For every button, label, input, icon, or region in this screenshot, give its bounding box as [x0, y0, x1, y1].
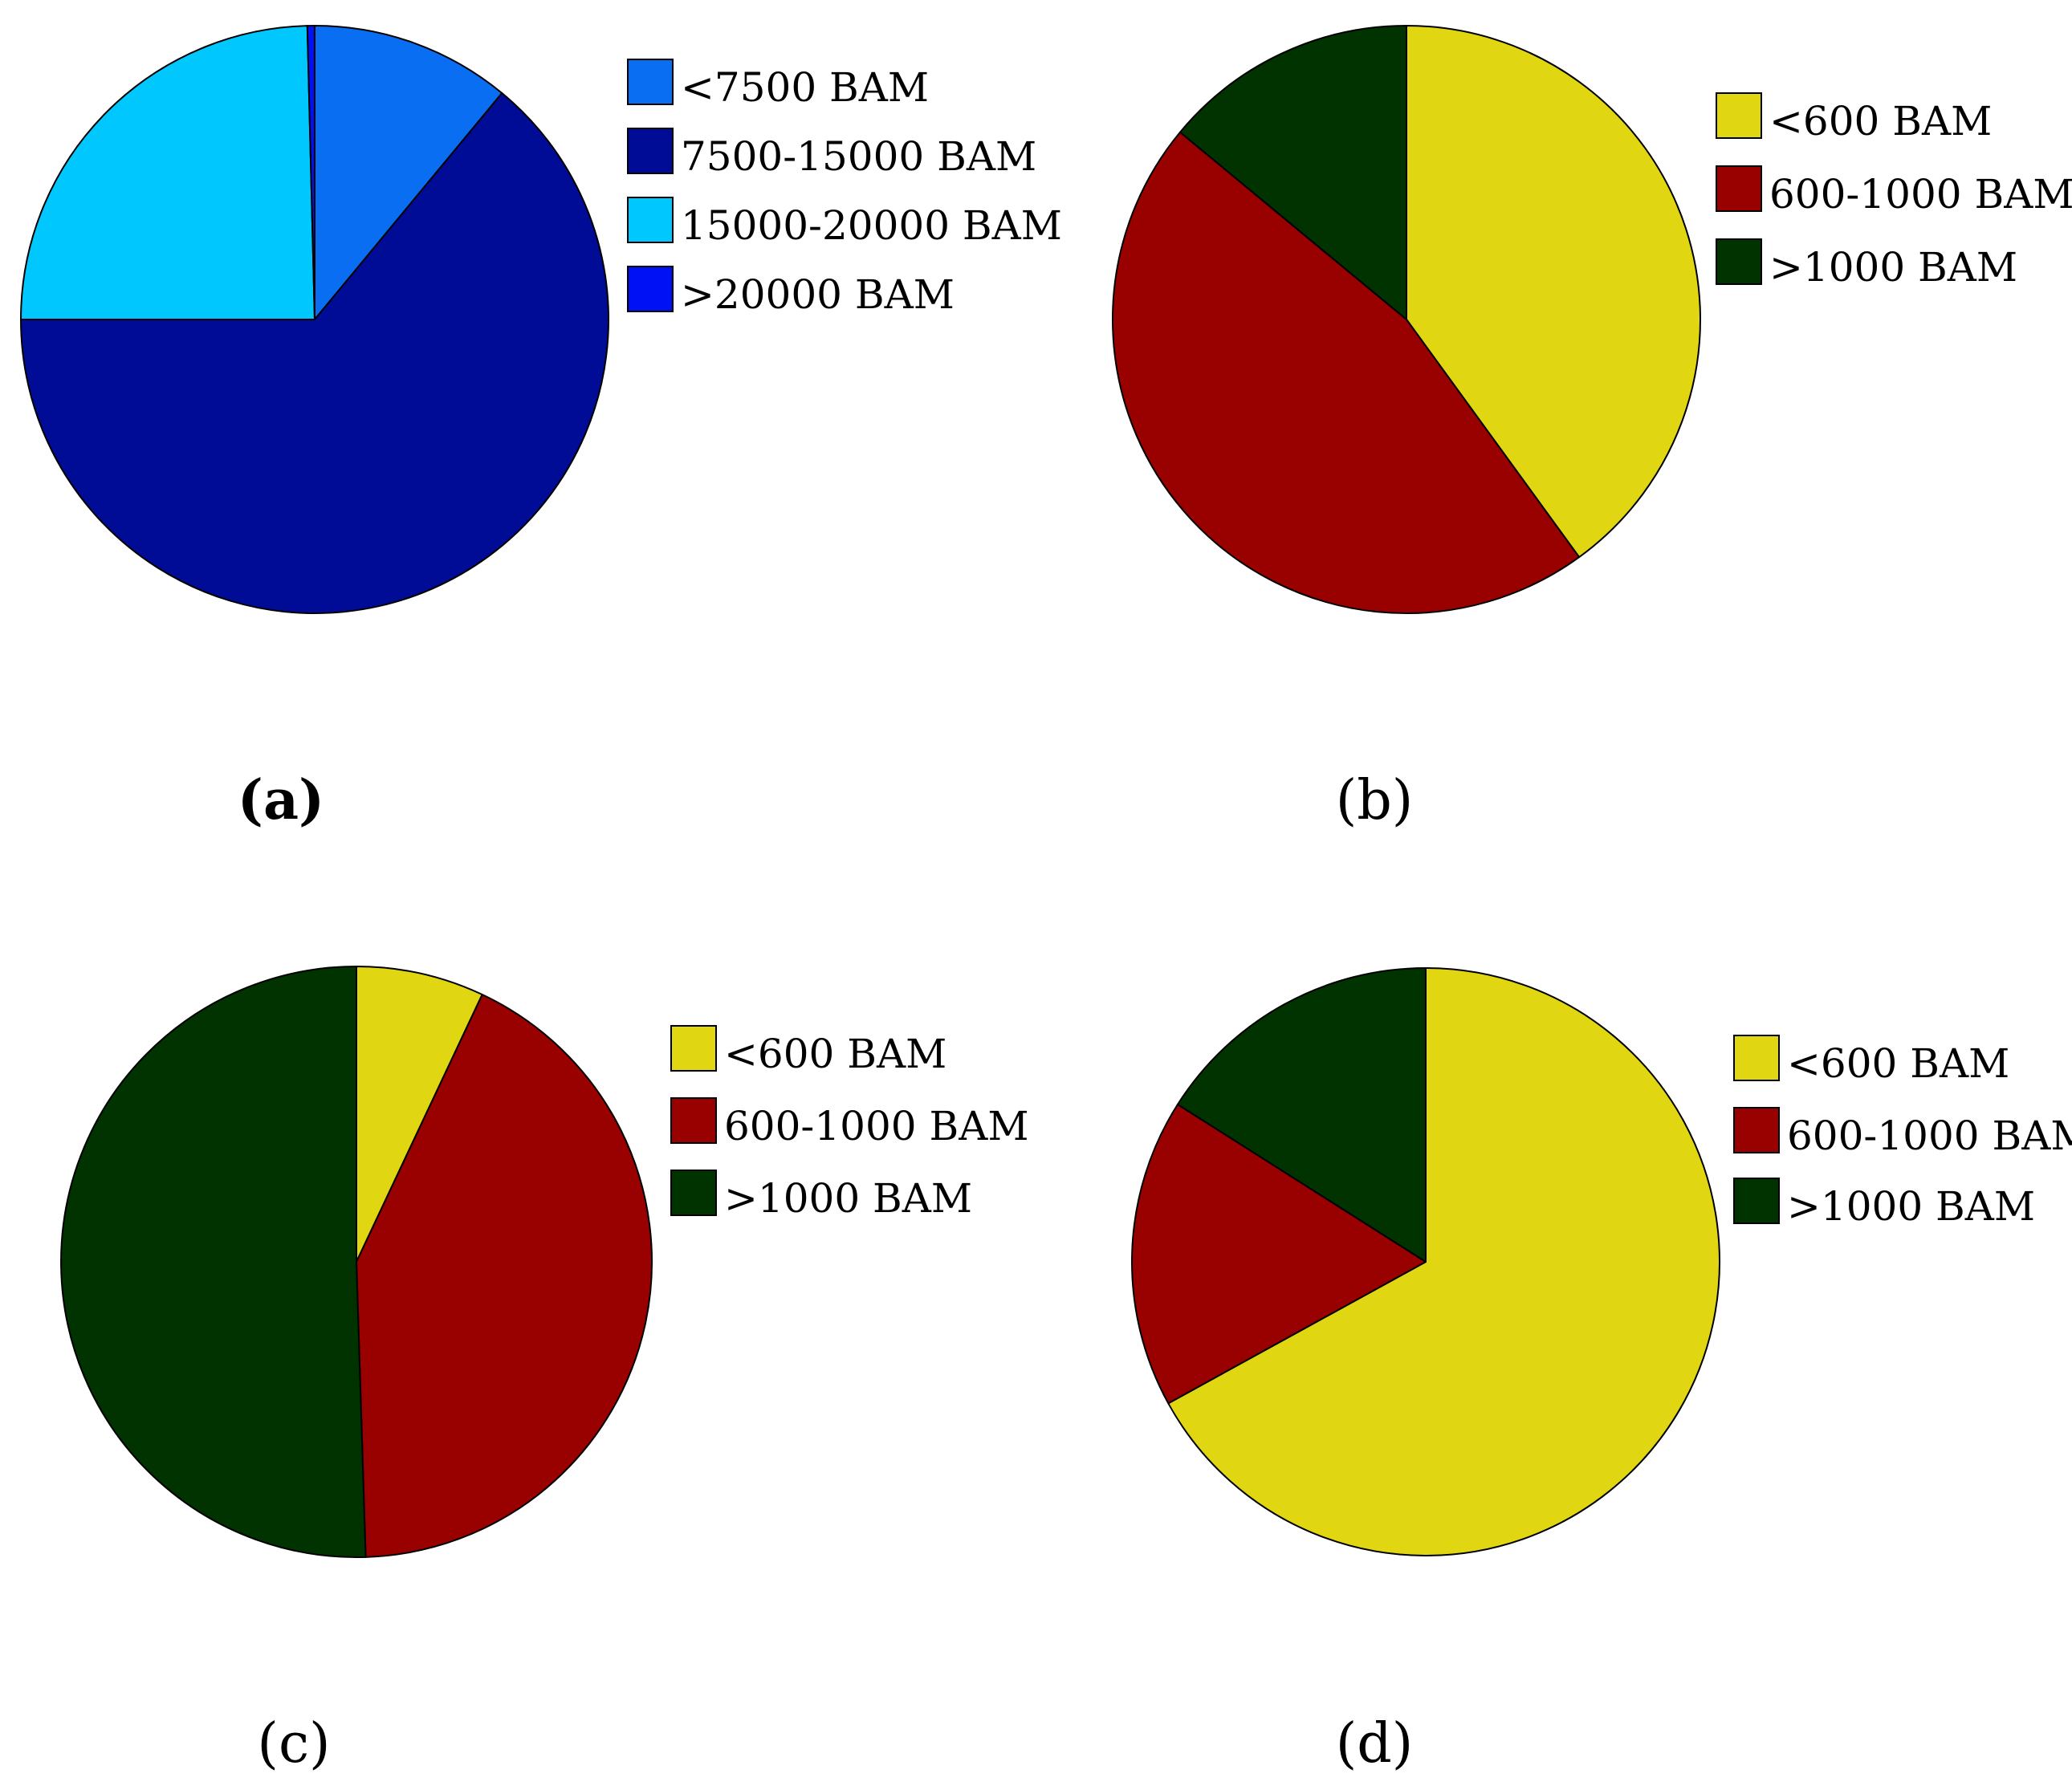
legend-label-a-2: 15000-20000 BAM	[681, 202, 1062, 249]
legend-label-c-0: <600 BAM	[724, 1031, 946, 1077]
legend-label-b-0: <600 BAM	[1769, 98, 1992, 144]
panel-label-c: (c)	[257, 1712, 330, 1776]
legend-swatch-b-1	[1716, 165, 1762, 212]
legend-label-b-2: >1000 BAM	[1769, 244, 2017, 291]
legend-swatch-b-2	[1716, 238, 1762, 285]
legend-d: <600 BAM 600-1000 BAM >1000 BAM	[1733, 1035, 2072, 1230]
pie-chart-a: <7500 BAM 7500-15000 BAM 15000-20000 BAM…	[20, 25, 1062, 832]
pie-slice-d-1	[1131, 1103, 1427, 1405]
pie-slice-b-2	[1178, 25, 1407, 320]
legend-swatch-d-0	[1733, 1035, 1780, 1081]
pie-slice-a-2	[20, 25, 315, 320]
legend-label-d-1: 600-1000 BAM	[1787, 1113, 2072, 1159]
pie-slice-c-2	[60, 966, 367, 1558]
legend-label-c-1: 600-1000 BAM	[724, 1103, 1029, 1149]
legend-swatch-c-1	[670, 1097, 717, 1144]
pie-chart-b: <600 BAM 600-1000 BAM >1000 BAM (b)	[1111, 25, 2072, 832]
pie-slices-c	[60, 966, 653, 1558]
panel-label-b: (b)	[1336, 769, 1414, 832]
panel-label-d: (d)	[1336, 1712, 1414, 1776]
legend-swatch-a-2	[627, 197, 674, 243]
legend-label-a-1: 7500-15000 BAM	[681, 133, 1036, 180]
panel-label-a: (a)	[238, 768, 324, 832]
pie-slice-b-1	[1111, 131, 1581, 614]
legend-swatch-b-0	[1716, 92, 1762, 139]
legend-label-b-1: 600-1000 BAM	[1769, 171, 2072, 218]
legend-swatch-c-2	[670, 1170, 717, 1216]
legend-label-d-2: >1000 BAM	[1787, 1183, 2035, 1230]
pie-slices-a	[20, 25, 609, 614]
pie-slice-d-2	[1176, 967, 1427, 1263]
legend-label-c-2: >1000 BAM	[724, 1175, 972, 1222]
pie-slice-c-0	[356, 966, 483, 1263]
pie-slice-c-1	[356, 994, 653, 1558]
legend-swatch-d-1	[1733, 1107, 1780, 1153]
legend-label-d-0: <600 BAM	[1787, 1040, 2009, 1087]
legend-label-a-3: >20000 BAM	[681, 271, 955, 318]
pie-chart-d: <600 BAM 600-1000 BAM >1000 BAM (d)	[1131, 967, 2072, 1776]
legend-a: <7500 BAM 7500-15000 BAM 15000-20000 BAM…	[627, 59, 1062, 318]
legend-swatch-d-2	[1733, 1178, 1780, 1224]
pie-slice-b-0	[1406, 25, 1701, 559]
pie-chart-c: <600 BAM 600-1000 BAM >1000 BAM (c)	[60, 966, 1029, 1776]
pie-slices-b	[1111, 25, 1701, 614]
legend-swatch-c-0	[670, 1025, 717, 1072]
legend-swatch-a-0	[627, 59, 674, 105]
legend-label-a-0: <7500 BAM	[681, 64, 929, 111]
legend-swatch-a-1	[627, 128, 674, 174]
legend-c: <600 BAM 600-1000 BAM >1000 BAM	[670, 1025, 1029, 1222]
pie-slice-a-3	[306, 25, 315, 320]
pie-slice-a-0	[314, 25, 503, 320]
legend-swatch-a-3	[627, 266, 674, 312]
legend-b: <600 BAM 600-1000 BAM >1000 BAM	[1716, 92, 2072, 291]
pie-slice-d-0	[1167, 967, 1720, 1556]
pie-slice-a-1	[20, 92, 609, 614]
pie-slices-d	[1131, 967, 1720, 1556]
